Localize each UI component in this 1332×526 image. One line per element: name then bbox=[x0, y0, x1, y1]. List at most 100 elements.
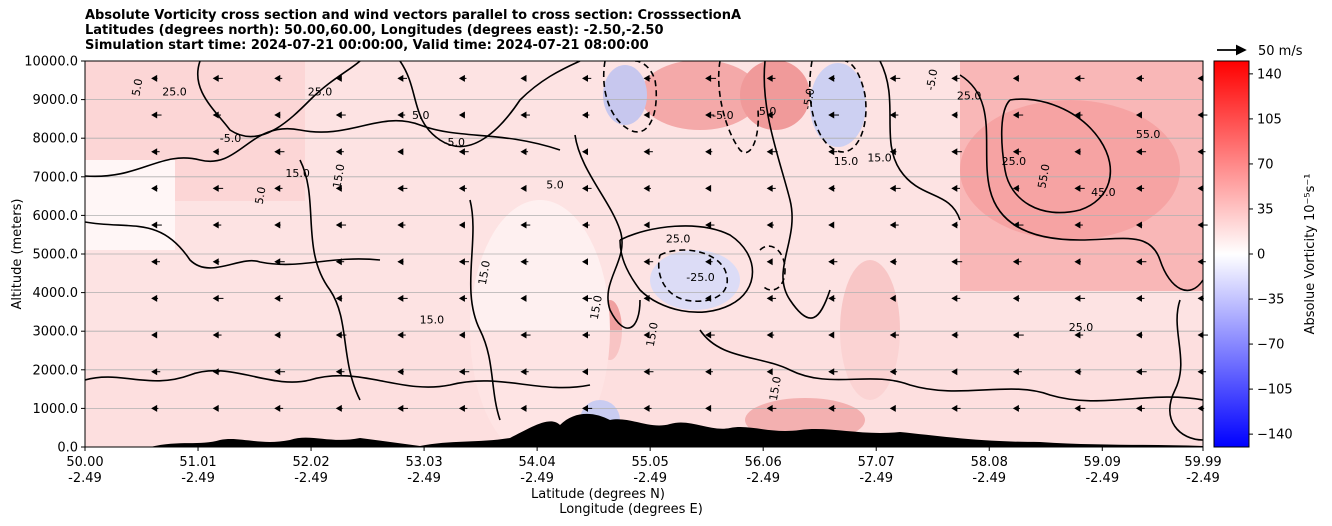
chart-title-line-2: Latitudes (degrees north): 50.00,60.00, … bbox=[85, 23, 664, 38]
wind-vector-head bbox=[397, 368, 404, 376]
colorbar-tick-label: 105 bbox=[1257, 112, 1282, 127]
wind-vector-head bbox=[335, 331, 342, 339]
wind-vector-head bbox=[274, 74, 281, 82]
wind-vector-head bbox=[889, 111, 896, 119]
x-tick-label-lat: 58.08 bbox=[971, 455, 1008, 470]
wind-vector-head bbox=[643, 294, 650, 302]
wind-vector-head bbox=[1012, 148, 1019, 156]
wind-vector-head bbox=[458, 258, 465, 266]
contour-label: -5.0 bbox=[924, 68, 941, 91]
contour-label: 25.0 bbox=[1002, 155, 1027, 168]
wind-vector-head bbox=[520, 258, 527, 266]
colorbar-tick-label: 140 bbox=[1257, 67, 1282, 82]
wind-vector-head bbox=[582, 184, 589, 192]
y-axis-ticks: 0.0 1000.0 2000.0 3000.0 4000.0 5000.0 6000.0 7… bbox=[24, 55, 85, 456]
quiver-key-label: 50 m/s bbox=[1258, 44, 1303, 59]
wind-vector-head bbox=[151, 74, 158, 82]
wind-vector-head bbox=[274, 184, 281, 192]
wind-vector-head bbox=[1197, 184, 1204, 192]
wind-vector-head bbox=[828, 294, 835, 302]
wind-vector-head bbox=[151, 221, 158, 229]
wind-vector-head bbox=[582, 368, 589, 376]
contour-label: 15.0 bbox=[285, 167, 310, 180]
wind-vector-head bbox=[766, 221, 773, 229]
terrain bbox=[85, 413, 1203, 447]
x-tick-label-lon: -2.49 bbox=[1085, 471, 1119, 486]
contour-label: -5.0 bbox=[801, 87, 818, 110]
contour-label: 15.0 bbox=[644, 321, 661, 347]
wind-vector-head bbox=[766, 404, 773, 412]
wind-vector-head bbox=[397, 294, 404, 302]
wind-vector-head bbox=[458, 368, 465, 376]
wind-vector-head bbox=[1012, 111, 1019, 119]
wind-vector-head bbox=[643, 331, 650, 339]
contour-label: 15.0 bbox=[867, 151, 892, 164]
wind-vector-head bbox=[951, 74, 958, 82]
wind-vector-head bbox=[458, 184, 465, 192]
y-tick-label: 7000.0 bbox=[33, 170, 79, 185]
contour-label: 5.0 bbox=[759, 105, 777, 118]
wind-vector-head bbox=[889, 184, 896, 192]
wind-vector-head bbox=[582, 294, 589, 302]
wind-vector-head bbox=[1012, 331, 1019, 339]
colorbar-tick-label: −140 bbox=[1257, 428, 1293, 443]
x-tick-label-lon: -2.49 bbox=[633, 471, 667, 486]
chart-title-line-3: Simulation start time: 2024-07-21 00:00:… bbox=[85, 38, 649, 53]
wind-vector-head bbox=[1135, 184, 1142, 192]
wind-vector-head bbox=[582, 258, 589, 266]
wind-vector-head bbox=[951, 111, 958, 119]
wind-vector-head bbox=[335, 404, 342, 412]
x-axis-label-latitude: Latitude (degrees N) bbox=[531, 487, 665, 502]
wind-vector-head bbox=[766, 294, 773, 302]
wind-vector-head bbox=[951, 258, 958, 266]
contour-label: 25.0 bbox=[308, 86, 333, 99]
wind-vector-head bbox=[1012, 258, 1019, 266]
wind-vector-head bbox=[1012, 221, 1019, 229]
wind-vector-head bbox=[1197, 111, 1204, 119]
wind-vector-head bbox=[643, 74, 650, 82]
wind-vector-head bbox=[335, 221, 342, 229]
wind-vector-head bbox=[766, 331, 773, 339]
wind-vector-head bbox=[1074, 258, 1081, 266]
contour-label: -25.0 bbox=[686, 271, 714, 284]
wind-vector-head bbox=[1074, 74, 1081, 82]
y-tick-label: 6000.0 bbox=[33, 209, 79, 224]
x-tick-label-lon: -2.49 bbox=[972, 471, 1006, 486]
wind-vector-head bbox=[1135, 368, 1142, 376]
x-tick-label-lon: -2.49 bbox=[407, 471, 441, 486]
wind-vector-head bbox=[582, 74, 589, 82]
y-tick-label: 2000.0 bbox=[33, 363, 79, 378]
contour-label: 55.0 bbox=[1136, 128, 1161, 141]
wind-vector-head bbox=[151, 258, 158, 266]
wind-vector-head bbox=[1074, 111, 1081, 119]
wind-vector-head bbox=[397, 111, 404, 119]
wind-vector-head bbox=[397, 331, 404, 339]
wind-vector-head bbox=[151, 111, 158, 119]
wind-vector-head bbox=[1197, 221, 1204, 229]
wind-vector-head bbox=[828, 74, 835, 82]
wind-vector-head bbox=[766, 368, 773, 376]
wind-vector-head bbox=[151, 184, 158, 192]
wind-vector-head bbox=[643, 184, 650, 192]
wind-vector-head bbox=[274, 404, 281, 412]
wind-vector-head bbox=[212, 331, 219, 339]
wind-vector-head bbox=[520, 404, 527, 412]
wind-vector-head bbox=[1012, 74, 1019, 82]
wind-vector-head bbox=[397, 404, 404, 412]
wind-vector-head bbox=[151, 368, 158, 376]
wind-vectors bbox=[151, 74, 1208, 412]
wind-vector-head bbox=[151, 404, 158, 412]
x-tick-label-lat: 55.05 bbox=[632, 455, 669, 470]
wind-vector-head bbox=[889, 368, 896, 376]
wind-vector-head bbox=[458, 404, 465, 412]
wind-vector-head bbox=[1074, 368, 1081, 376]
colorbar-tick-label: 70 bbox=[1257, 157, 1274, 172]
contour-label: -5.0 bbox=[712, 109, 733, 122]
contour-label: 25.0 bbox=[162, 86, 187, 99]
chart-title-line-1: Absolute Vorticity cross section and win… bbox=[85, 8, 742, 23]
wind-vector-head bbox=[335, 148, 342, 156]
wind-vector-head bbox=[1135, 74, 1142, 82]
wind-vector-head bbox=[1074, 404, 1081, 412]
wind-vector-head bbox=[1197, 331, 1204, 339]
colorbar-tick-label: −70 bbox=[1257, 338, 1284, 353]
